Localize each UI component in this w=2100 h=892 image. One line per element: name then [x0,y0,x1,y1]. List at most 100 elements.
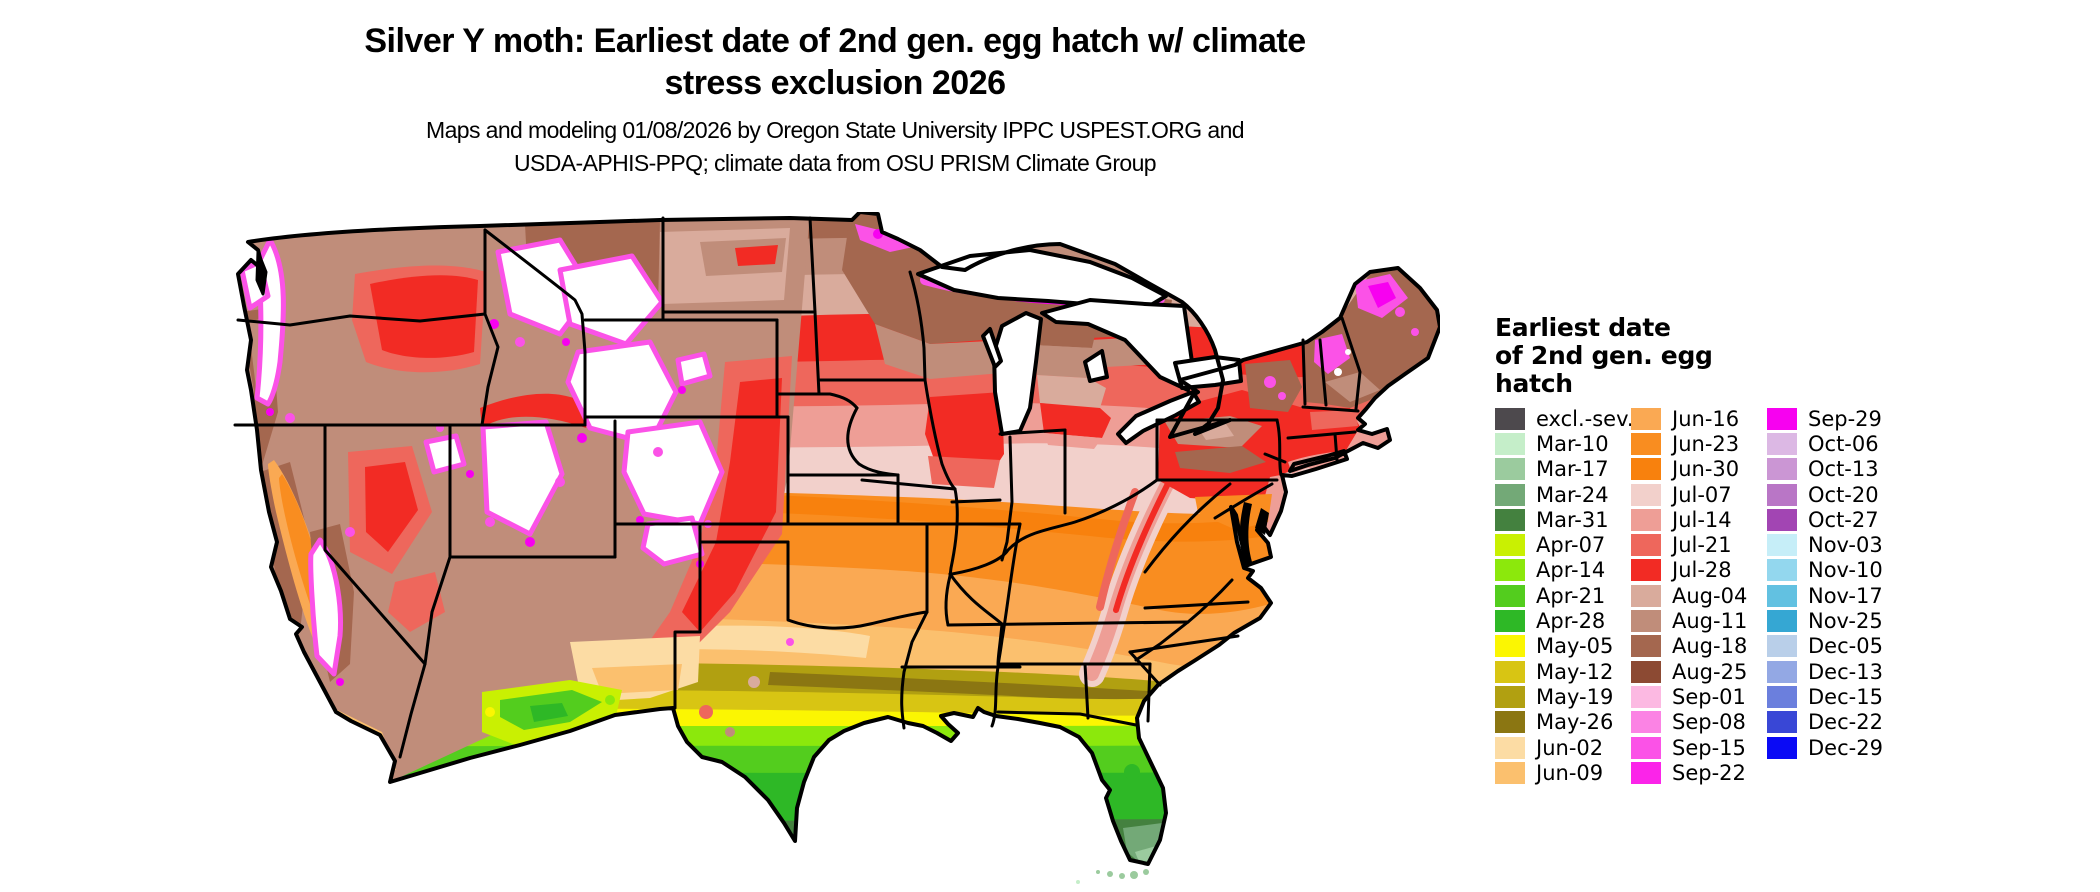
legend-col-0: excl.-sev. Mar-10 Mar-17 Mar-24 Mar-31 A… [1495,406,1634,785]
legend-swatch [1495,559,1525,582]
legend-label: Oct-06 [1808,431,1879,456]
legend-item: Jul-07 [1631,482,1765,507]
map-title-line2: stress exclusion 2026 [664,64,1006,102]
legend-item: Nov-25 [1767,608,1901,633]
map-subtitle-line1: Maps and modeling 01/08/2026 by Oregon S… [426,117,1245,143]
legend-swatch [1767,458,1797,481]
legend-item: Jun-02 [1495,735,1629,760]
legend-swatch [1631,584,1661,607]
legend-item: Nov-10 [1767,558,1901,583]
legend-swatch [1767,407,1797,430]
legend-item: Apr-21 [1495,583,1629,608]
legend-swatch [1631,635,1661,658]
legend-swatch [1631,458,1661,481]
legend-title-line3: hatch [1495,369,1573,398]
map-subtitle: Maps and modeling 01/08/2026 by Oregon S… [230,114,1440,180]
legend-item: Aug-04 [1631,583,1765,608]
legend-swatch [1767,610,1797,633]
legend-label: Jun-30 [1672,457,1740,482]
legend-item: Sep-01 [1631,684,1765,709]
legend-label: Sep-01 [1672,684,1746,709]
legend-col-2: Sep-29 Oct-06 Oct-13 Oct-20 Oct-27 Nov-0… [1767,406,1901,760]
legend-swatch [1495,635,1525,658]
legend-label: Jul-07 [1672,482,1732,507]
legend-item: Jun-16 [1631,406,1765,431]
legend-label: Oct-27 [1808,507,1879,532]
legend-label: Nov-17 [1808,583,1883,608]
legend-item: Dec-05 [1767,634,1901,659]
legend-swatch [1631,534,1661,557]
legend-label: Nov-03 [1808,533,1883,558]
legend-swatch [1631,685,1661,708]
legend-label: Apr-14 [1536,558,1606,583]
legend-swatch [1767,432,1797,455]
legend-swatch [1495,711,1525,734]
legend-swatch [1631,761,1661,784]
legend-label: Jul-21 [1672,533,1732,558]
legend-swatch [1767,685,1797,708]
legend-label: Nov-10 [1808,558,1883,583]
legend-item: Sep-15 [1631,735,1765,760]
map-title-line1: Silver Y moth: Earliest date of 2nd gen.… [364,22,1306,60]
florida-keys [1096,869,1149,879]
legend-swatch [1631,508,1661,531]
legend-item: May-19 [1495,684,1629,709]
legend-item: May-12 [1495,659,1629,684]
legend-item: May-26 [1495,710,1629,735]
legend-item: Jun-30 [1631,457,1765,482]
legend-label: Mar-10 [1536,431,1609,456]
legend-label: Aug-25 [1672,659,1748,684]
legend-swatch [1631,407,1661,430]
us-map-svg [233,210,1442,884]
legend-swatch [1631,736,1661,759]
legend-label: Sep-22 [1672,760,1746,785]
legend-item: Dec-22 [1767,710,1901,735]
legend-title: Earliest date of 2nd gen. egg hatch [1495,314,2055,398]
legend-swatch [1767,559,1797,582]
legend-swatch [1495,407,1525,430]
legend-label: excl.-sev. [1536,406,1634,431]
legend-item: Jun-23 [1631,431,1765,456]
legend-label: Apr-07 [1536,533,1606,558]
legend-item: Oct-06 [1767,431,1901,456]
legend-item: Apr-14 [1495,558,1629,583]
legend-label: Nov-25 [1808,609,1883,634]
legend-swatch [1631,711,1661,734]
legend-item: Sep-29 [1767,406,1901,431]
legend-swatch [1767,584,1797,607]
legend-col-1: Jun-16 Jun-23 Jun-30 Jul-07 Jul-14 Jul-2… [1631,406,1765,785]
legend-label: Dec-15 [1808,684,1883,709]
legend-swatch [1767,534,1797,557]
legend-swatch [1631,610,1661,633]
legend-item: Apr-28 [1495,608,1629,633]
legend-label: Oct-20 [1808,482,1879,507]
legend-swatch [1767,635,1797,658]
legend-label: Jun-02 [1536,735,1604,760]
legend-item: Mar-24 [1495,482,1629,507]
legend-item: Dec-15 [1767,684,1901,709]
legend-label: Dec-29 [1808,735,1883,760]
legend-label: Sep-08 [1672,710,1746,735]
legend-swatch [1495,610,1525,633]
legend-item: Nov-03 [1767,532,1901,557]
legend-label: Jul-28 [1672,558,1732,583]
legend-swatch [1495,534,1525,557]
legend-swatch [1631,660,1661,683]
legend-item: May-05 [1495,634,1629,659]
legend-label: Jun-16 [1672,406,1740,431]
legend-item: Jul-14 [1631,507,1765,532]
legend-swatch [1495,432,1525,455]
legend-label: May-05 [1536,634,1614,659]
legend-label: Jun-23 [1672,431,1740,456]
legend-item: Nov-17 [1767,583,1901,608]
legend-swatch [1495,761,1525,784]
legend-label: Oct-13 [1808,457,1879,482]
legend-title-line2: of 2nd gen. egg [1495,341,1713,370]
legend-item: Apr-07 [1495,532,1629,557]
legend-item: Aug-25 [1631,659,1765,684]
legend-item: Sep-08 [1631,710,1765,735]
legend-label: Dec-05 [1808,634,1883,659]
legend-swatch [1767,711,1797,734]
legend-item: Aug-18 [1631,634,1765,659]
